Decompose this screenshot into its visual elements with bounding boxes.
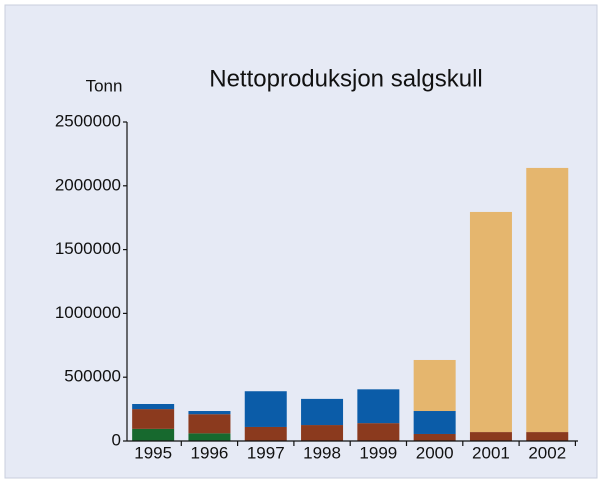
x-tick-label: 2001 bbox=[472, 443, 510, 462]
bar-segment bbox=[413, 433, 456, 441]
x-tick-label: 2002 bbox=[528, 443, 566, 462]
x-tick-label: 1995 bbox=[134, 443, 172, 462]
bar-segment bbox=[357, 423, 400, 441]
x-tick-label: 1996 bbox=[191, 443, 229, 462]
bar-segment bbox=[413, 411, 456, 434]
bar-segment bbox=[132, 403, 175, 410]
y-tick-label: 1500000 bbox=[55, 239, 121, 258]
chart-title: Nettoproduksjon salgskull bbox=[209, 65, 482, 92]
x-tick-label: 2000 bbox=[416, 443, 454, 462]
x-tick-label: 1999 bbox=[359, 443, 397, 462]
bar-segment bbox=[301, 398, 344, 426]
bar-segment bbox=[469, 432, 512, 441]
y-tick-label: 500000 bbox=[64, 367, 121, 386]
bar-segment bbox=[301, 425, 344, 441]
bar-segment bbox=[357, 389, 400, 424]
bar-segment bbox=[132, 409, 175, 429]
bar-segment bbox=[469, 211, 512, 433]
y-tick-label: 1000000 bbox=[55, 303, 121, 322]
y-tick-label: 0 bbox=[112, 430, 121, 449]
bar-segment bbox=[413, 359, 456, 412]
x-tick-label: 1998 bbox=[303, 443, 341, 462]
bar-segment bbox=[244, 391, 287, 427]
y-tick-label: 2500000 bbox=[55, 111, 121, 130]
bar-segment bbox=[188, 411, 231, 415]
bar-segment bbox=[188, 433, 231, 441]
x-tick-label: 1997 bbox=[247, 443, 285, 462]
bar-segment bbox=[526, 167, 569, 433]
bar-segment bbox=[244, 426, 287, 441]
y-tick-label: 2000000 bbox=[55, 175, 121, 194]
y-axis-label: Tonn bbox=[86, 76, 123, 95]
bar-segment bbox=[188, 414, 231, 434]
bar-segment bbox=[526, 432, 569, 441]
bar-segment bbox=[132, 428, 175, 441]
